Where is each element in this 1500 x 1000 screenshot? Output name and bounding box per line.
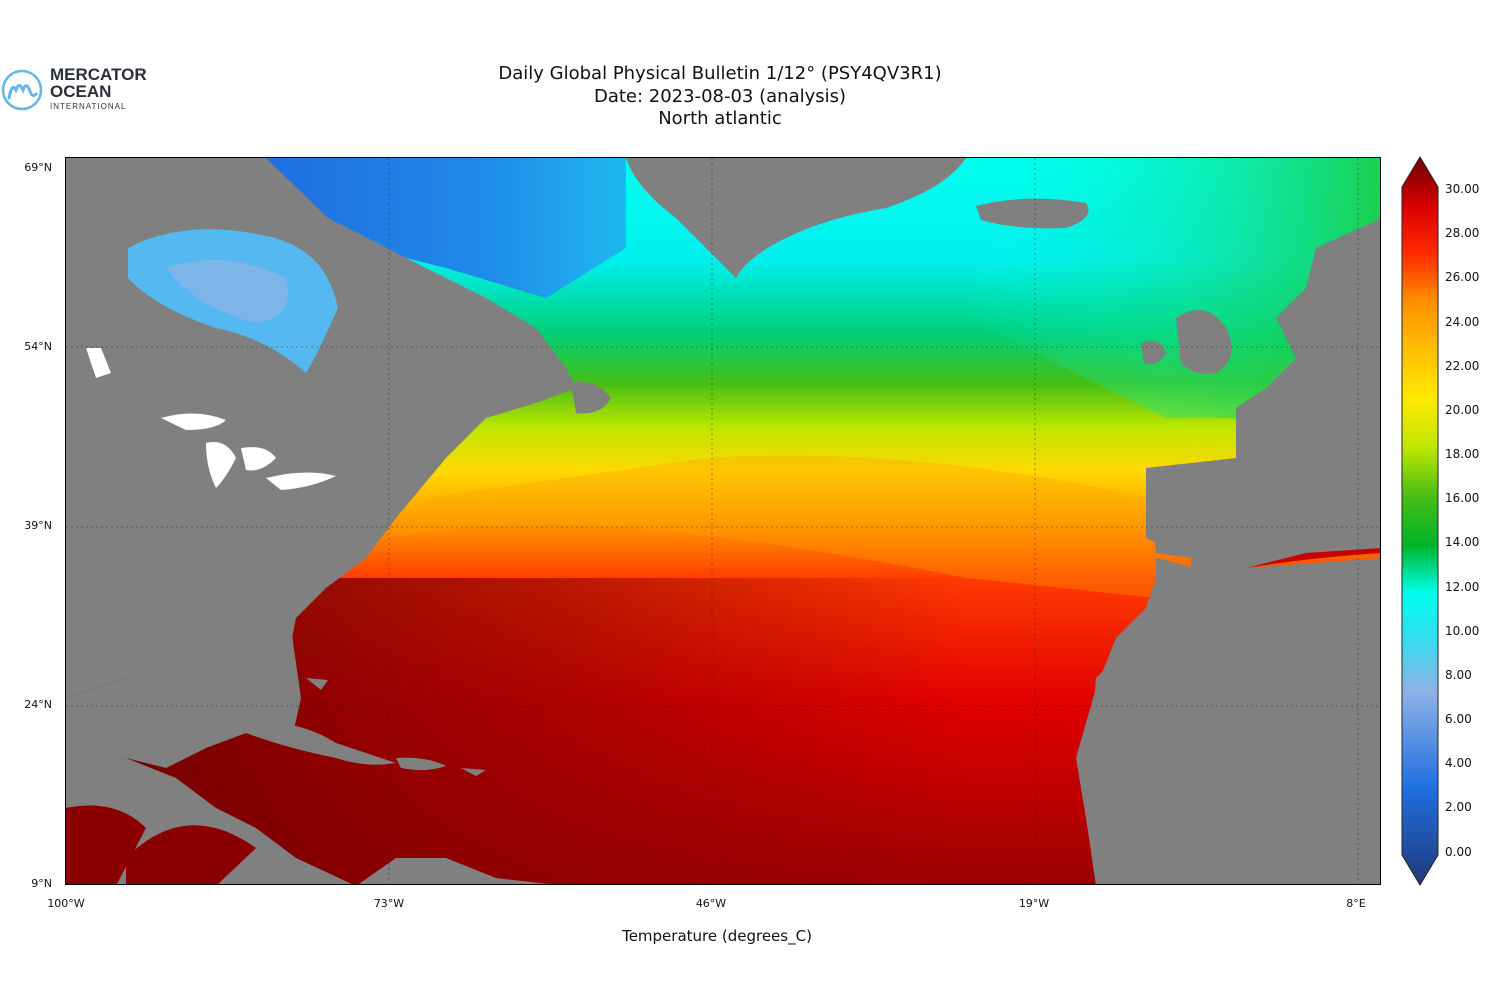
cbar-tick-2: 2.00	[1445, 800, 1472, 814]
cbar-tick-6: 6.00	[1445, 712, 1472, 726]
lon-tick-46w: 46°W	[695, 897, 727, 910]
cbar-tick-30: 30.00	[1445, 182, 1480, 196]
lat-tick-39: 39°N	[24, 519, 52, 532]
colorbar	[1401, 156, 1439, 886]
cbar-tick-16: 16.00	[1445, 491, 1480, 505]
cbar-tick-24: 24.00	[1445, 315, 1480, 329]
lon-tick-8e: 8°E	[1346, 897, 1366, 910]
chart-title: Daily Global Physical Bulletin 1/12° (PS…	[430, 63, 1010, 131]
mercator-logo: MERCATOR OCEAN INTERNATIONAL	[0, 64, 170, 116]
graticule	[66, 158, 1380, 884]
sst-map	[65, 157, 1381, 885]
cbar-tick-4: 4.00	[1445, 756, 1472, 770]
lon-tick-100w: 100°W	[47, 897, 85, 910]
title-line2: Date: 2023-08-03 (analysis)	[593, 85, 847, 107]
cbar-tick-22: 22.00	[1445, 359, 1480, 373]
sst-map-svg	[66, 158, 1380, 884]
greenland-land	[626, 158, 966, 278]
title-line3: North atlantic	[658, 108, 782, 129]
north-america-land	[66, 158, 576, 698]
title-line1: Daily Global Physical Bulletin 1/12° (PS…	[498, 63, 942, 84]
lon-tick-73w: 73°W	[373, 897, 405, 910]
cbar-tick-20: 20.00	[1445, 403, 1480, 417]
lat-tick-9: 9°N	[31, 877, 52, 890]
logo-text: MERCATOR OCEAN INTERNATIONAL	[50, 66, 147, 112]
logo-sub: INTERNATIONAL	[50, 102, 127, 111]
logo-mark-icon	[1, 69, 43, 111]
iceland-land	[976, 198, 1089, 229]
lat-tick-54: 54°N	[24, 340, 52, 353]
cbar-tick-0: 0.00	[1445, 845, 1472, 859]
lat-tick-69: 69°N	[24, 161, 52, 174]
cbar-tick-28: 28.00	[1445, 226, 1480, 240]
cbar-tick-10: 10.00	[1445, 624, 1480, 638]
cbar-tick-18: 18.00	[1445, 447, 1480, 461]
cbar-tick-8: 8.00	[1445, 668, 1472, 682]
logo-name2: OCEAN	[50, 82, 112, 101]
lon-tick-19w: 19°W	[1018, 897, 1050, 910]
lat-tick-24: 24°N	[24, 698, 52, 711]
logo-name: MERCATOR	[50, 65, 147, 84]
x-axis-label: Temperature (degrees_C)	[622, 927, 812, 945]
cbar-tick-26: 26.00	[1445, 270, 1480, 284]
cbar-tick-12: 12.00	[1445, 580, 1480, 594]
cbar-tick-14: 14.00	[1445, 535, 1480, 549]
